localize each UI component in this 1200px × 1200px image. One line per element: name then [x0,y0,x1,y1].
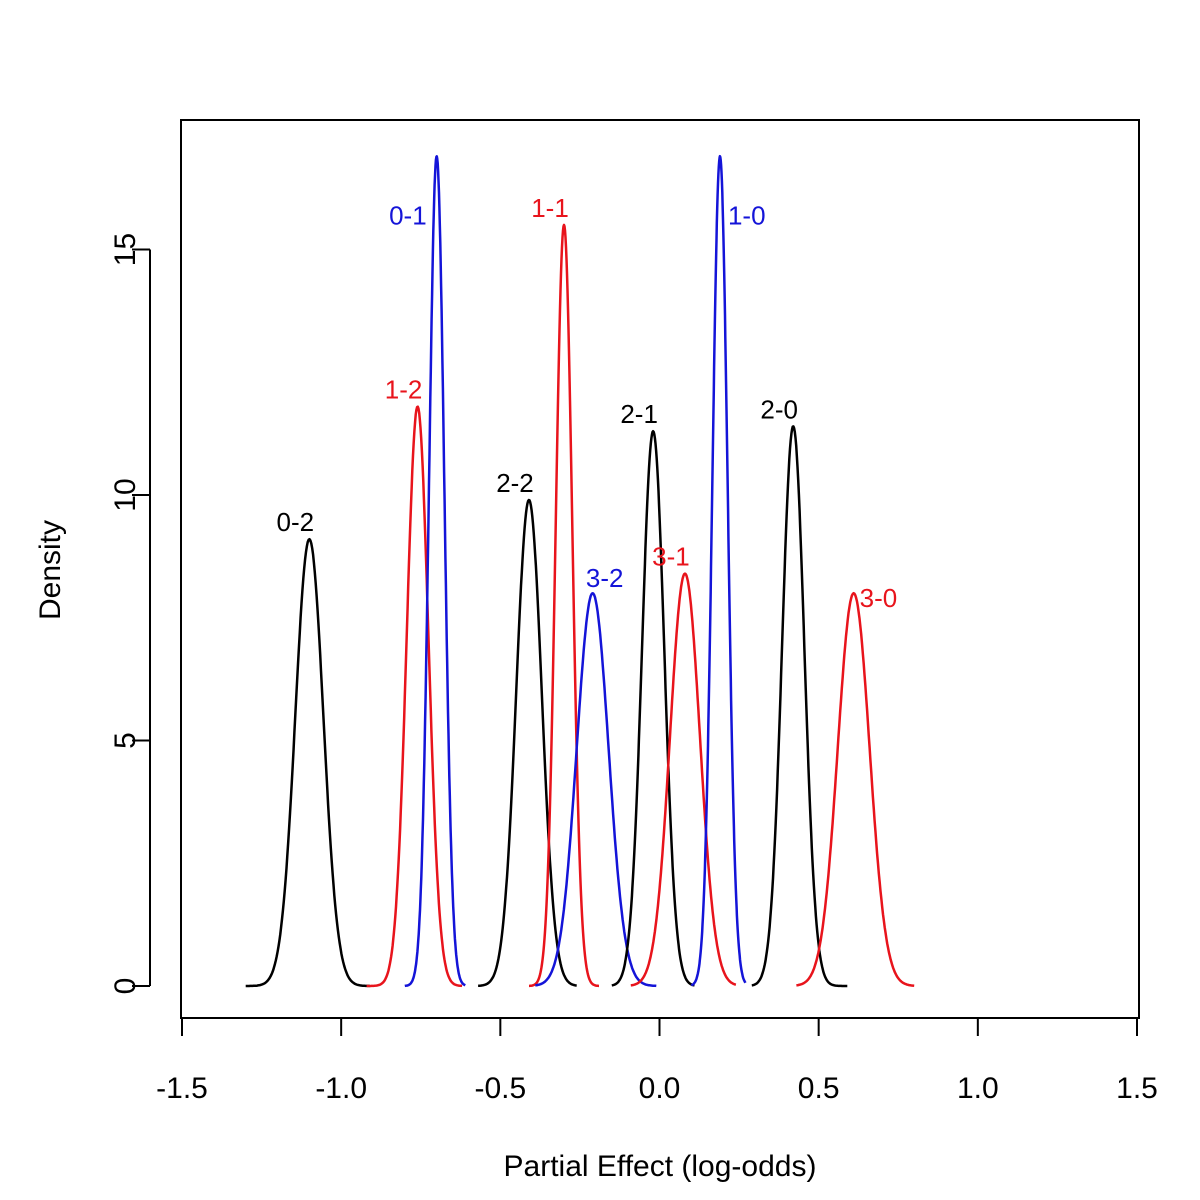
x-axis: -1.5 -1.0 -0.5 0.0 0.5 1.0 1.5 [156,1017,1158,1105]
y-tick-label: 0 [109,978,142,995]
x-tick-label: -0.5 [474,1072,526,1105]
curve-3-2 [534,592,657,988]
curve-2-1 [611,429,696,987]
density-curves [245,154,915,988]
x-tick-label: -1.0 [315,1072,367,1105]
peak-label-3-1: 3-1 [652,542,690,572]
curve-2-2 [477,498,578,988]
peak-label-2-0: 2-0 [760,394,798,424]
curve-0-1 [404,155,467,988]
x-tick-label: -1.5 [156,1072,208,1105]
curve-2-0 [751,425,848,988]
curve-3-0 [795,591,915,987]
peak-label-2-2: 2-2 [496,468,534,498]
curve-1-0 [690,154,747,987]
peak-label-1-1: 1-1 [531,193,569,223]
x-tick-label: 0.0 [639,1072,681,1105]
peak-label-2-1: 2-1 [620,399,658,429]
y-tick-label: 10 [109,478,142,511]
y-axis-title: Density [34,520,67,620]
x-tick-label: 1.5 [1116,1072,1158,1105]
y-tick-label: 15 [109,233,142,266]
curve-1-2 [366,405,463,988]
peak-label-1-0: 1-0 [728,200,766,230]
peak-label-0-1: 0-1 [389,200,427,230]
y-tick-label: 5 [109,732,142,749]
curve-0-2 [245,537,371,988]
x-axis-title: Partial Effect (log-odds) [504,1150,817,1183]
x-tick-label: 0.5 [798,1072,840,1105]
y-axis: 0 5 10 15 [109,233,151,995]
peak-label-3-2: 3-2 [586,563,624,593]
peak-label-3-0: 3-0 [860,583,898,613]
curve-3-1 [630,572,737,987]
peak-label-1-2: 1-2 [385,375,423,405]
peak-label-0-2: 0-2 [277,507,315,537]
curve-1-1 [528,223,600,988]
x-tick-label: 1.0 [957,1072,999,1105]
peak-labels: 0-2 1-2 0-1 2-2 1-1 3-2 2-1 3-1 1-0 2-0 3-0 [277,193,898,613]
